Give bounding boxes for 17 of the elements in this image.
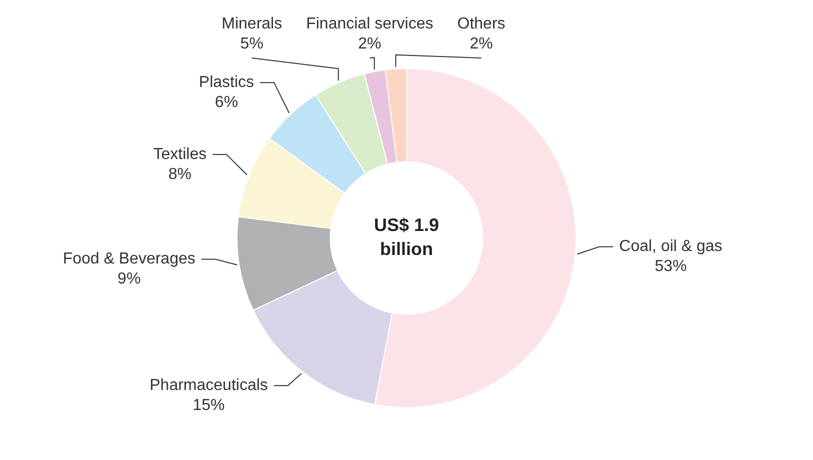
data-label: 8% (168, 166, 192, 183)
slice-label: Coal, oil & gas (619, 238, 722, 256)
slice-label: Textiles (153, 146, 207, 163)
slice-label: Plastics (198, 74, 254, 91)
text: US$ 1.9 billion (374, 214, 440, 259)
data-label: 9% (118, 270, 141, 288)
slice-label: Food & Beverages (62, 250, 196, 268)
data-label: 5% (240, 35, 264, 52)
data-label: 2% (470, 35, 493, 52)
slice-label: Pharmaceuticals (150, 377, 268, 394)
data-label: 2% (358, 35, 382, 52)
slice-label: Financial services (306, 15, 434, 32)
data-label: 15% (192, 397, 225, 414)
data-label: 6% (214, 94, 238, 111)
slice-label: Minerals (222, 15, 282, 32)
slice-label: Others (457, 15, 506, 32)
data-label: 53% (654, 258, 687, 276)
